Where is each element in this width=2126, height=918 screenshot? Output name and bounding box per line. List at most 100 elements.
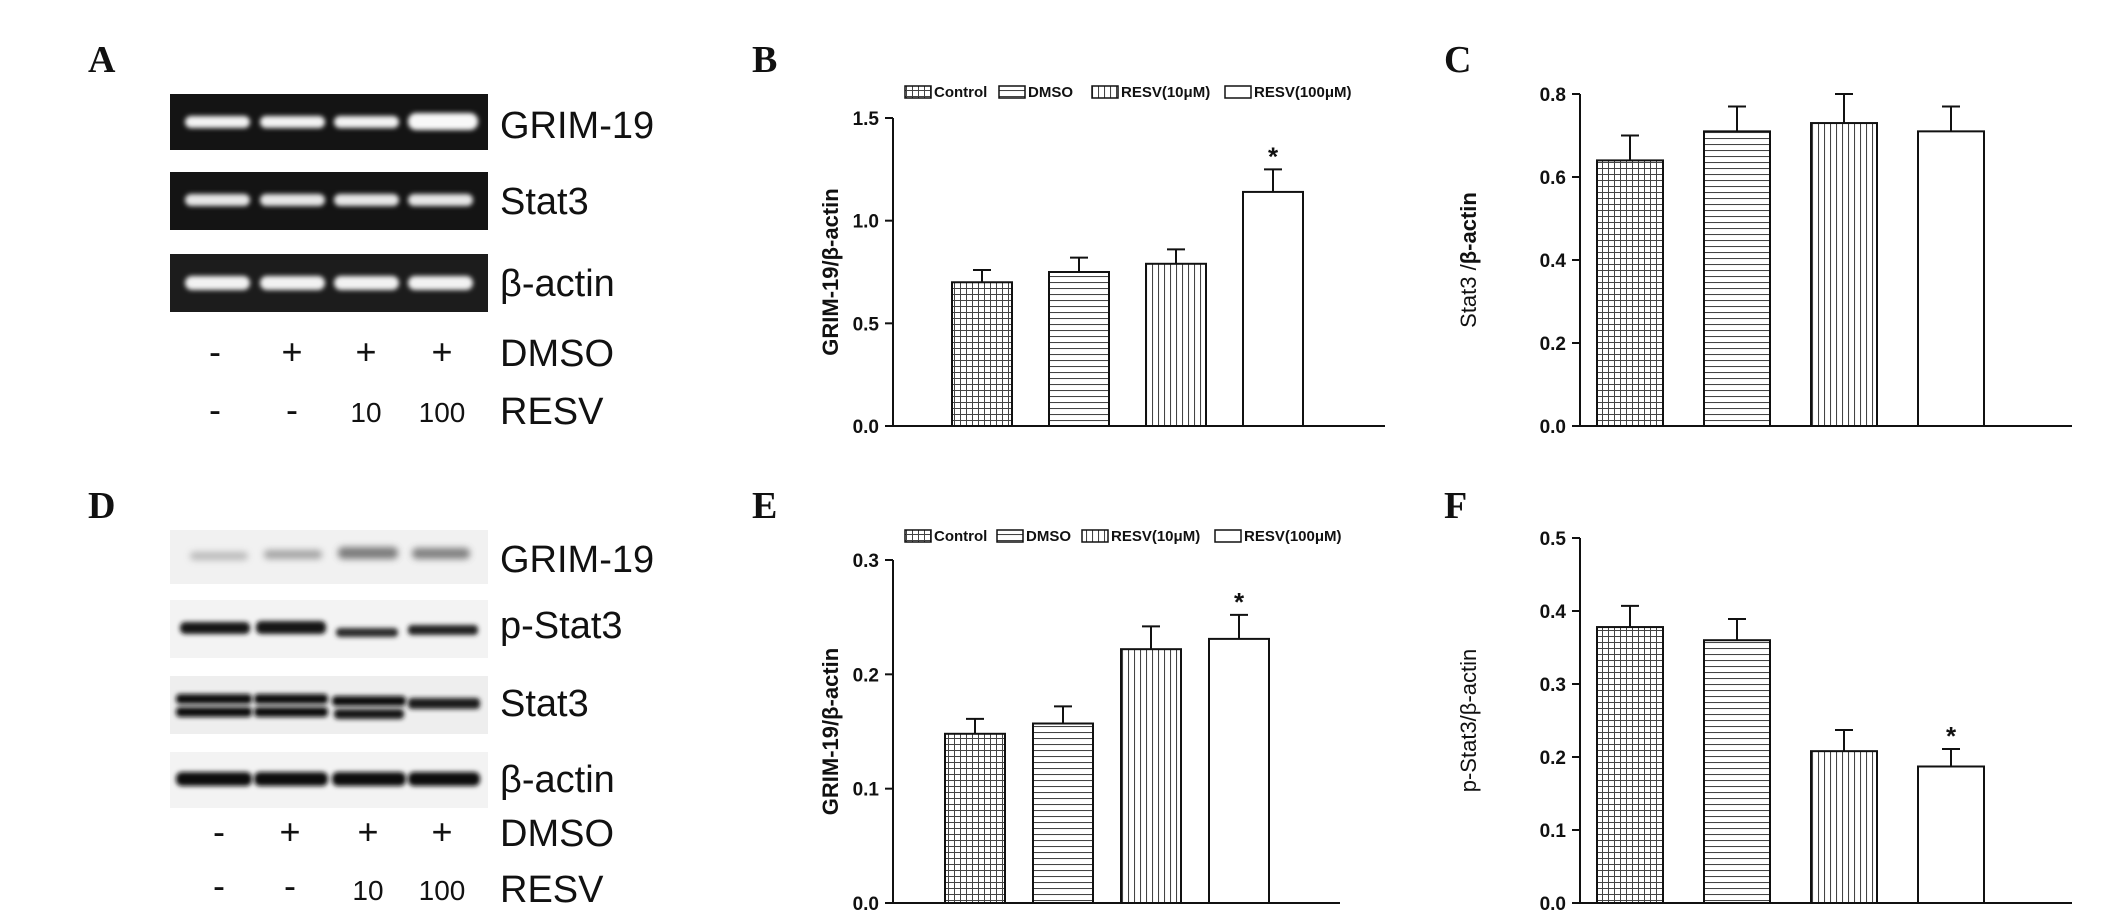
- y-tick-label-e-2: 0.2: [853, 665, 879, 686]
- panel-label-f: F: [1444, 485, 1467, 527]
- y-tick-label-c-0: 0.0: [1540, 417, 1566, 438]
- dmso-sign-a-4: +: [431, 331, 452, 372]
- gel-strip-grim19: [170, 94, 488, 150]
- y-tick-label-b-1: 0.5: [853, 314, 880, 335]
- legend-label-b-3: RESV(100μM): [1254, 84, 1352, 101]
- bar-c-1: [1703, 130, 1771, 427]
- bar-e-1: [1032, 722, 1094, 904]
- dmso-sign-a-1: -: [209, 331, 221, 372]
- panel-label-b: B: [752, 39, 777, 81]
- y-tick-label-e-3: 0.3: [853, 551, 879, 572]
- bar-b-2: [1145, 262, 1207, 427]
- gel-strip-stat3: [170, 172, 488, 230]
- bar-chart-c: 0.0 0.2 0.4 0.6 0.8 Stat3 /β-actin: [1456, 85, 2072, 438]
- band-label-beta-actin-a: β-actin: [500, 263, 615, 305]
- blot-strip-stat3: [170, 676, 488, 734]
- resv-value-a-1: -: [209, 389, 221, 430]
- dmso-sign-d-4: +: [431, 811, 452, 852]
- y-tick-label-e-0: 0.0: [853, 894, 879, 915]
- resv-label-d: RESV: [500, 869, 604, 911]
- bar-c-3: [1917, 130, 1985, 427]
- bar-b-1: [1048, 271, 1110, 427]
- dmso-label-a: DMSO: [500, 333, 614, 375]
- y-tick-label-f-3: 0.3: [1540, 675, 1566, 696]
- blot-strip-beta-actin: [170, 752, 488, 808]
- resv-label-a: RESV: [500, 391, 604, 433]
- legend-swatch-e-3: [1214, 529, 1242, 543]
- resv-value-a-3: 10: [350, 397, 381, 428]
- legend-label-e-3: RESV(100μM): [1244, 528, 1342, 545]
- dmso-sign-d-1: -: [213, 811, 225, 852]
- legend-swatch-b-0: [904, 85, 932, 99]
- y-tick-label-b-2: 1.0: [853, 212, 879, 233]
- bar-b-0: [951, 281, 1013, 427]
- y-axis-label-b: GRIM-19/β-actin: [818, 188, 843, 355]
- panel-label-a: A: [88, 39, 116, 81]
- bar-e-2: [1120, 648, 1182, 904]
- resv-value-a-2: -: [286, 389, 298, 430]
- resv-value-d-2: -: [284, 865, 296, 906]
- y-axis-label-f: p-Stat3/β-actin: [1456, 649, 1481, 793]
- legend-swatch-e-1: [996, 529, 1024, 543]
- dmso-sign-a-2: +: [281, 331, 302, 372]
- bar-chart-f: 0.0 0.1 0.2 0.3 0.4 0.5 p-Stat3/β-actin *: [1456, 529, 2072, 915]
- legend-swatch-e-0: [904, 529, 932, 543]
- y-tick-label-c-3: 0.6: [1540, 168, 1566, 189]
- blot-panel-d: GRIM-19 p-Stat3 Stat3 β-actin: [170, 530, 654, 911]
- band-label-stat3-d: Stat3: [500, 683, 589, 725]
- y-tick-label-f-4: 0.4: [1540, 602, 1567, 623]
- y-tick-label-f-5: 0.5: [1540, 529, 1567, 550]
- y-tick-label-e-1: 0.1: [853, 780, 880, 801]
- y-axis-label-c-main: Stat3 /: [1456, 263, 1481, 327]
- y-tick-label-f-1: 0.1: [1540, 821, 1567, 842]
- legend-label-b-1: DMSO: [1028, 84, 1073, 101]
- band-label-grim19-d: GRIM-19: [500, 539, 654, 581]
- band-label-stat3-a: Stat3: [500, 181, 589, 223]
- bar-b-3: [1242, 190, 1304, 427]
- bar-chart-b: 0.0 0.5 1.0 1.5 GRIM-19/β-actin * Control DMSO R…: [818, 84, 1385, 438]
- legend-label-e-1: DMSO: [1026, 528, 1071, 545]
- bar-e-0: [944, 732, 1006, 905]
- y-axis-label-c: Stat3 /β-actin: [1456, 192, 1481, 328]
- panel-label-e: E: [752, 485, 777, 527]
- legend-swatch-e-2: [1081, 529, 1109, 543]
- y-tick-label-c-1: 0.2: [1540, 334, 1566, 355]
- panel-label-c: C: [1444, 39, 1471, 81]
- legend-label-b-2: RESV(10μM): [1121, 84, 1210, 101]
- bar-f-1: [1703, 639, 1771, 904]
- y-tick-label-f-2: 0.2: [1540, 748, 1566, 769]
- resv-value-d-4: 100: [419, 875, 466, 906]
- y-tick-label-b-0: 0.0: [853, 417, 879, 438]
- dmso-sign-d-3: +: [357, 811, 378, 852]
- panel-label-d: D: [88, 485, 115, 527]
- gel-strip-beta-actin: [170, 254, 488, 312]
- band-label-p-stat3-d: p-Stat3: [500, 605, 623, 647]
- legend-label-e-2: RESV(10μM): [1111, 528, 1200, 545]
- legend-swatch-b-3: [1224, 85, 1252, 99]
- legend-label-e-0: Control: [934, 528, 987, 545]
- y-tick-label-f-0: 0.0: [1540, 894, 1566, 915]
- bar-c-0: [1596, 159, 1664, 427]
- bar-f-2: [1810, 750, 1878, 904]
- bar-chart-e: 0.0 0.1 0.2 0.3 GRIM-19/β-actin * Control DMSO R…: [818, 528, 1342, 915]
- significance-marker-e-3: *: [1234, 587, 1245, 617]
- resv-value-d-1: -: [213, 865, 225, 906]
- band-label-beta-actin-d: β-actin: [500, 759, 615, 801]
- significance-marker-b-3: *: [1268, 141, 1279, 171]
- y-tick-label-c-4: 0.8: [1540, 85, 1566, 106]
- y-tick-label-c-2: 0.4: [1540, 251, 1567, 272]
- legend-label-b-0: Control: [934, 84, 987, 101]
- bar-e-3: [1208, 637, 1270, 904]
- bar-f-3: [1917, 765, 1985, 904]
- blot-strip-grim19: [170, 530, 488, 584]
- bar-f-0: [1596, 626, 1664, 904]
- band-label-grim19-a: GRIM-19: [500, 105, 654, 147]
- legend-swatch-b-1: [998, 85, 1026, 99]
- significance-marker-f-3: *: [1946, 721, 1957, 751]
- dmso-label-d: DMSO: [500, 813, 614, 855]
- resv-value-d-3: 10: [352, 875, 383, 906]
- y-axis-label-e: GRIM-19/β-actin: [818, 648, 843, 815]
- bar-c-2: [1810, 122, 1878, 428]
- y-tick-label-b-3: 1.5: [853, 109, 880, 130]
